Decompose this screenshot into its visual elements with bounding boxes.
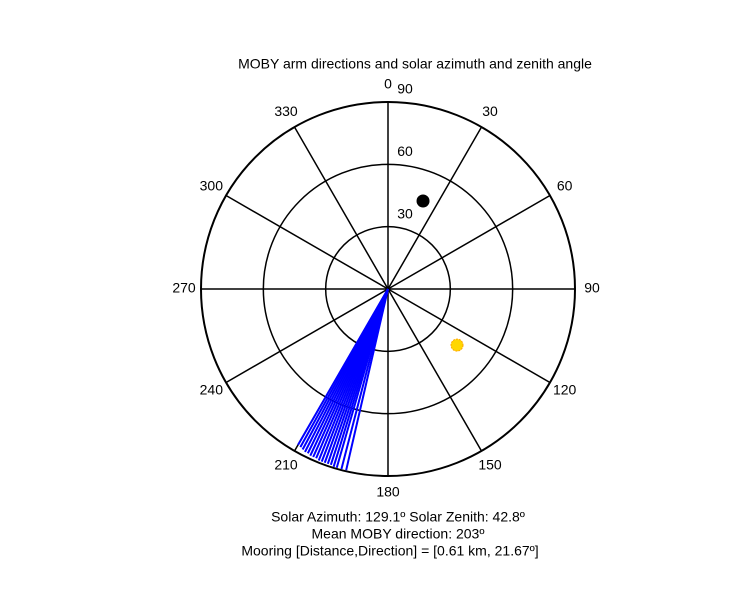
theta-tick-label: 60 bbox=[557, 178, 573, 194]
ring bbox=[200, 101, 576, 477]
spoke bbox=[387, 288, 551, 384]
chart-title: MOBY arm directions and solar azimuth an… bbox=[238, 56, 592, 72]
theta-tick-label: 210 bbox=[274, 456, 298, 472]
r-tick-label: 90 bbox=[397, 81, 413, 97]
theta-tick-label: 240 bbox=[200, 382, 224, 398]
r-tick-label: 30 bbox=[397, 205, 413, 221]
point bbox=[416, 194, 430, 208]
spoke bbox=[225, 288, 389, 384]
spoke bbox=[293, 126, 389, 290]
spoke bbox=[387, 194, 551, 290]
r-tick-label: 60 bbox=[397, 143, 413, 159]
annotation: Mooring [Distance,Direction] = [0.61 km,… bbox=[241, 543, 538, 559]
theta-tick-label: 90 bbox=[584, 280, 600, 296]
theta-tick-label: 180 bbox=[376, 484, 400, 500]
ring bbox=[262, 163, 514, 415]
theta-tick-label: 270 bbox=[172, 280, 196, 296]
spoke bbox=[387, 288, 483, 452]
ring bbox=[324, 225, 452, 353]
theta-tick-label: 120 bbox=[553, 382, 577, 398]
annotation: Solar Azimuth: 129.1º Solar Zenith: 42.8… bbox=[271, 509, 525, 525]
annotation: Mean MOBY direction: 203º bbox=[312, 526, 485, 542]
theta-tick-label: 0 bbox=[384, 76, 392, 92]
theta-tick-label: 330 bbox=[274, 103, 298, 119]
spoke bbox=[225, 194, 389, 290]
theta-tick-label: 300 bbox=[200, 178, 224, 194]
arm-line bbox=[297, 288, 389, 446]
point bbox=[450, 338, 464, 352]
theta-tick-label: 150 bbox=[478, 456, 502, 472]
spoke bbox=[387, 126, 483, 290]
theta-tick-label: 30 bbox=[482, 103, 498, 119]
